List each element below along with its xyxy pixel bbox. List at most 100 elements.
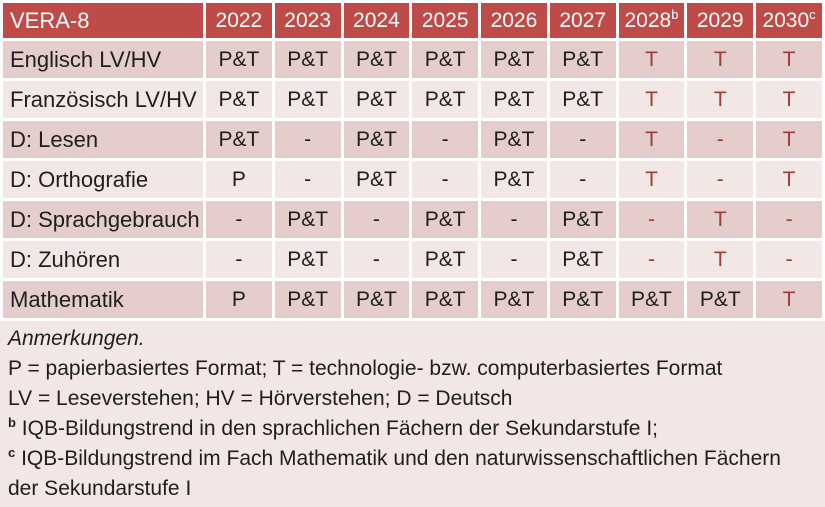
table-cell: T [618,41,685,78]
table-cell: P&T [549,281,616,318]
table-cell: - [756,201,822,238]
table-notes: Anmerkungen. P = papierbasiertes Format; … [0,321,825,507]
column-header-label: 2030 [762,9,810,32]
table-row: D: Sprachgebrauch - P&T - P&T - P&T - T - [3,201,822,238]
column-header-2029: 2029 [687,3,754,38]
column-header-label: 2022 [215,9,263,32]
table-cell: - [756,241,822,278]
column-header-2027: 2027 [549,3,616,38]
note-line: LV = Leseverstehen; HV = Hörverstehen; D… [8,384,817,414]
table-cell: - [412,121,479,158]
table-cell: P&T [412,281,479,318]
table-cell: T [618,161,685,198]
table-cell: P&T [412,81,479,118]
table-cell: P&T [481,281,547,318]
row-label: Französisch LV/HV [3,81,203,118]
column-header-label: 2026 [490,9,538,32]
table-row: D: Orthografie P - P&T - P&T - T - T [3,161,822,198]
table-cell: P&T [481,81,547,118]
column-header-footnote-mark: b [671,7,679,22]
vera-table: VERA-8 2022 2023 2024 2025 2026 2027 2028b 2029… [3,3,822,318]
note-text: P = papierbasiertes Format; T = technolo… [8,357,723,380]
table-cell: T [618,81,685,118]
table-cell: - [549,161,616,198]
table-cell: P&T [206,41,272,78]
table-cell: P&T [481,161,547,198]
table-cell: T [687,241,754,278]
note-line: Anmerkungen. [8,324,817,354]
column-header-2028: 2028b [618,3,685,38]
column-header-label: 2025 [421,9,469,32]
table-cell: T [687,81,754,118]
table-cell: P&T [206,121,272,158]
table-cell: P&T [412,201,479,238]
table-cell: - [274,121,341,158]
column-header-2025: 2025 [412,3,479,38]
column-header-2026: 2026 [481,3,547,38]
table-cell: - [206,241,272,278]
table-cell: - [687,161,754,198]
note-text: IQB-Bildungstrend im Fach Mathematik und… [8,447,781,500]
table-cell: - [481,241,547,278]
table-cell: T [687,201,754,238]
table-cell: P [206,281,272,318]
table-cell: P&T [274,81,341,118]
row-label: Englisch LV/HV [3,41,203,78]
table-cell: - [687,121,754,158]
row-label: Mathematik [3,281,203,318]
column-header-label: 2027 [559,9,607,32]
table-cell: P&T [481,41,547,78]
row-label: D: Orthografie [3,161,203,198]
table-cell: T [756,121,822,158]
table-cell: P&T [274,201,341,238]
note-text: Anmerkungen. [8,327,145,350]
table-cell: P&T [343,161,410,198]
table-row: D: Zuhören - P&T - P&T - P&T - T - [3,241,822,278]
table-cell: - [549,121,616,158]
table-cell: P&T [549,41,616,78]
table-cell: P [206,161,272,198]
table-cell: P&T [274,241,341,278]
note-text: LV = Leseverstehen; HV = Hörverstehen; D… [8,387,513,410]
row-label: D: Zuhören [3,241,203,278]
table-row: Mathematik P P&T P&T P&T P&T P&T P&T P&T T [3,281,822,318]
table-row: Englisch LV/HV P&T P&T P&T P&T P&T P&T T T T [3,41,822,78]
column-header-2023: 2023 [274,3,341,38]
table-cell: P&T [687,281,754,318]
table-cell: P&T [618,281,685,318]
table-cell: T [756,81,822,118]
table-cell: P&T [412,41,479,78]
row-label: D: Lesen [3,121,203,158]
table-cell: T [618,121,685,158]
table-cell: P&T [549,241,616,278]
note-line: P = papierbasiertes Format; T = technolo… [8,354,817,384]
row-label: D: Sprachgebrauch [3,201,203,238]
column-header-label: 2024 [353,9,400,32]
table-cell: P&T [343,81,410,118]
note-line: b IQB-Bildungstrend in den sprachlichen … [8,414,817,444]
table-row: D: Lesen P&T - P&T - P&T - T - T [3,121,822,158]
note-text: IQB-Bildungstrend in den sprachlichen Fä… [21,417,658,440]
note-line: c IQB-Bildungstrend im Fach Mathematik u… [8,444,817,504]
table-cell: P&T [343,41,410,78]
footnote-mark: c [8,445,16,460]
table-cell: - [618,201,685,238]
table-cell: P&T [412,241,479,278]
column-header-2022: 2022 [206,3,272,38]
table-cell: P&T [274,41,341,78]
table-title: VERA-8 [3,3,203,38]
column-header-label: 2028 [624,9,672,32]
table-cell: T [756,281,822,318]
column-header-label: 2029 [696,9,744,32]
table-cell: P&T [343,281,410,318]
table-cell: - [343,201,410,238]
table-cell: P&T [274,281,341,318]
column-header-label: 2023 [284,9,331,32]
table-header-row: VERA-8 2022 2023 2024 2025 2026 2027 2028b 2029… [3,3,822,38]
table-cell: - [206,201,272,238]
table-cell: - [343,241,410,278]
table-cell: T [687,41,754,78]
table-row: Französisch LV/HV P&T P&T P&T P&T P&T P&T T T T [3,81,822,118]
column-header-footnote-mark: c [809,7,816,22]
